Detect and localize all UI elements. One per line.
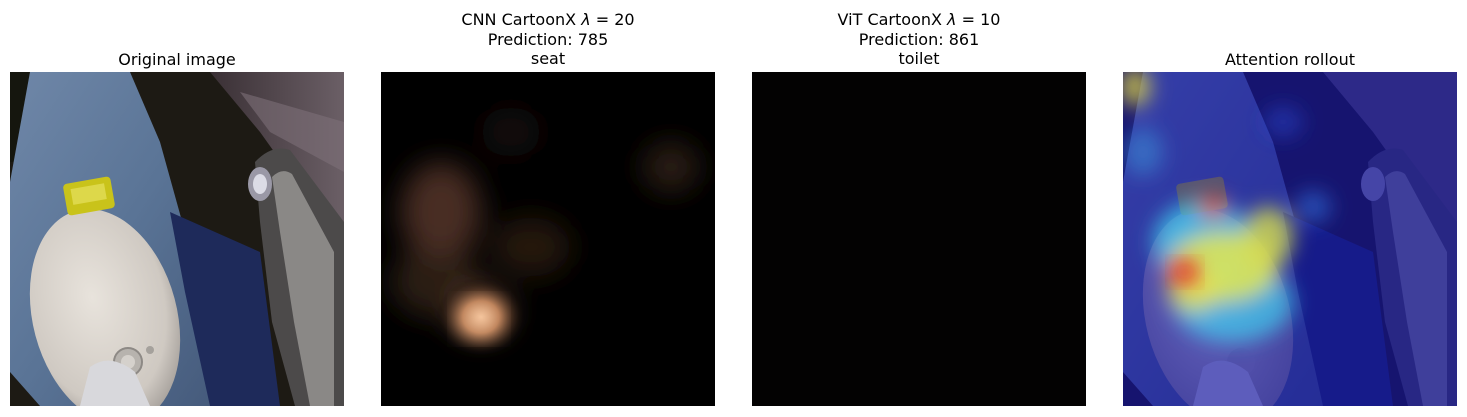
prediction-label: Prediction: 861: [858, 29, 980, 49]
vit-cartoonx-map: [752, 72, 1086, 406]
method-name: CNN CartoonX: [461, 10, 582, 29]
method-name: ViT CartoonX: [837, 10, 948, 29]
class-label: toilet: [898, 49, 940, 68]
lambda-value: = 10: [956, 10, 1001, 29]
panel-title-attention-rollout: Attention rollout: [1123, 50, 1457, 70]
attention-rollout-map: [1123, 72, 1457, 406]
lambda-symbol: λ: [581, 10, 591, 29]
title-line: Attention rollout: [1224, 50, 1356, 69]
cnn-cartoonx-panel: [381, 72, 715, 406]
lambda-value: = 20: [590, 10, 635, 29]
title-line: Original image: [118, 50, 236, 69]
prediction-label: Prediction: 785: [487, 29, 609, 49]
title-method: CNN CartoonX λ = 20: [381, 10, 715, 30]
attention-rollout-panel: [1123, 72, 1457, 406]
lambda-symbol: λ: [947, 10, 957, 29]
original-image-panel: [10, 72, 344, 406]
panel-title-cnn-cartoonx: CNN CartoonX λ = 20 Prediction: 785 seat: [381, 10, 715, 69]
title-method: ViT CartoonX λ = 10: [752, 10, 1086, 30]
cnn-cartoonx-map: [381, 72, 715, 406]
panel-title-original: Original image: [10, 50, 344, 70]
vit-cartoonx-panel: [752, 72, 1086, 406]
original-image: [10, 72, 344, 406]
class-label: seat: [530, 49, 566, 68]
panel-title-vit-cartoonx: ViT CartoonX λ = 10 Prediction: 861 toil…: [752, 10, 1086, 69]
